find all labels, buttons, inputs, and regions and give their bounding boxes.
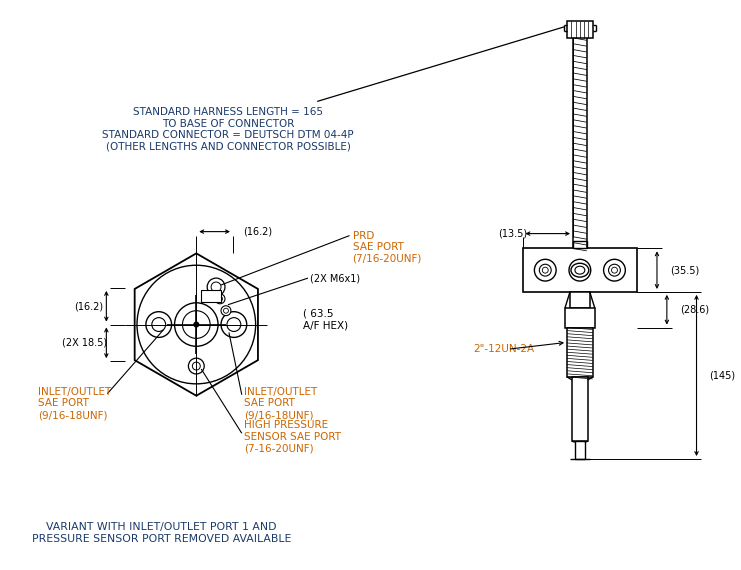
Circle shape [182,311,210,339]
Circle shape [569,259,591,281]
Circle shape [188,358,205,374]
Bar [202,290,221,302]
Circle shape [611,267,617,273]
Circle shape [193,362,200,370]
Text: (28.6): (28.6) [679,305,709,315]
Text: PRD
SAE PORT
(7/16-20UNF): PRD SAE PORT (7/16-20UNF) [353,231,422,264]
Bar [565,308,595,328]
Bar [573,241,587,249]
Text: (2X M6x1): (2X M6x1) [310,273,360,283]
Circle shape [194,322,199,327]
Circle shape [207,278,225,296]
Text: STANDARD HARNESS LENGTH = 165
TO BASE OF CONNECTOR
STANDARD CONNECTOR = DEUTSCH : STANDARD HARNESS LENGTH = 165 TO BASE OF… [102,107,353,152]
Bar [567,328,593,377]
Ellipse shape [575,266,585,274]
Circle shape [608,264,620,276]
Text: INLET/OUTLET
SAE PORT
(9/16-18UNF): INLET/OUTLET SAE PORT (9/16-18UNF) [38,387,111,420]
Circle shape [542,267,548,273]
Bar [575,441,585,459]
Bar [572,377,588,441]
Circle shape [227,317,241,332]
Circle shape [146,312,172,337]
Text: (35.5): (35.5) [670,265,699,275]
Ellipse shape [571,263,589,277]
Text: (16.2): (16.2) [74,302,103,312]
Circle shape [574,264,586,276]
Bar [567,21,593,38]
Circle shape [215,294,225,304]
Circle shape [221,306,231,316]
Circle shape [577,267,583,273]
Text: (16.2): (16.2) [243,227,272,237]
Text: INLET/OUTLET
SAE PORT
(9/16-18UNF): INLET/OUTLET SAE PORT (9/16-18UNF) [244,387,317,420]
Circle shape [539,264,551,276]
Text: (145): (145) [709,370,736,380]
Text: 2"-12UN-2A: 2"-12UN-2A [473,344,534,355]
Bar [570,292,590,308]
Circle shape [137,265,256,384]
Circle shape [224,308,228,313]
Circle shape [211,282,221,292]
Text: (2X 18.5): (2X 18.5) [62,337,107,347]
Circle shape [175,303,218,347]
Circle shape [218,296,222,302]
Text: HIGH PRESSURE
SENSOR SAE PORT
(7-16-20UNF): HIGH PRESSURE SENSOR SAE PORT (7-16-20UN… [244,421,341,454]
Polygon shape [135,254,258,396]
Circle shape [221,312,247,337]
Text: VARIANT WITH INLET/OUTLET PORT 1 AND
PRESSURE SENSOR PORT REMOVED AVAILABLE: VARIANT WITH INLET/OUTLET PORT 1 AND PRE… [32,522,291,544]
Text: (13.5): (13.5) [498,229,527,239]
Bar [522,249,637,292]
Text: ( 63.5
A/F HEX): ( 63.5 A/F HEX) [303,309,348,331]
Circle shape [604,259,625,281]
Circle shape [534,259,556,281]
Circle shape [152,317,166,332]
